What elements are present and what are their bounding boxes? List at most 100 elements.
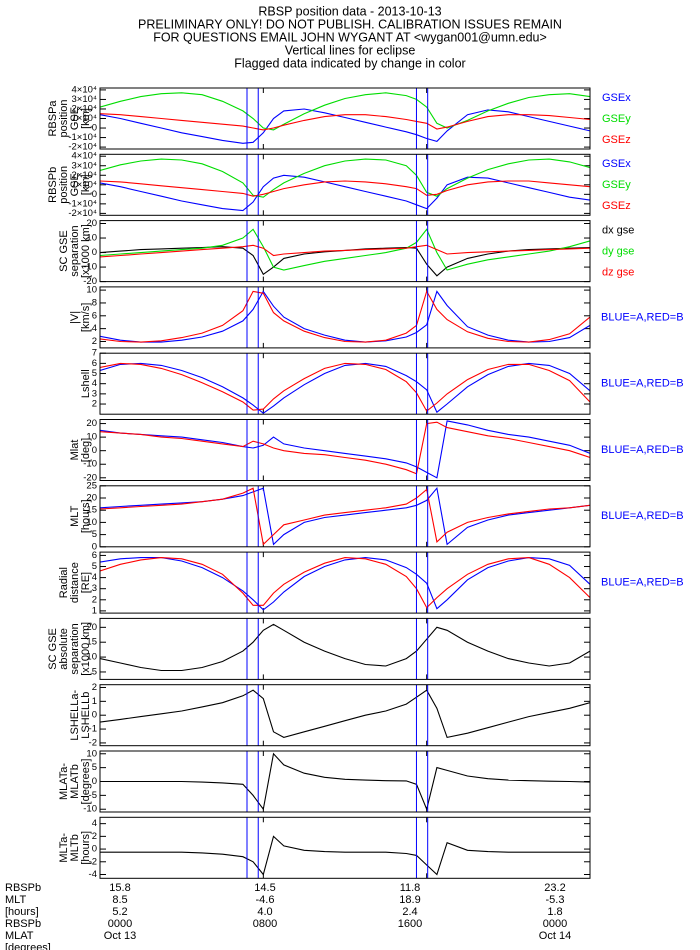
y-tick-label: -4 bbox=[89, 869, 97, 880]
legend-label: dz gse bbox=[602, 267, 634, 279]
footer-value: 11.8 bbox=[400, 882, 421, 894]
legend-label: dy gse bbox=[602, 246, 634, 258]
panel: LSHELLa- LSHELLb-2 -1 0 1 2 bbox=[69, 682, 591, 748]
plot-area bbox=[100, 689, 590, 739]
data-line bbox=[100, 362, 590, 412]
y-tick-label: 4 bbox=[92, 323, 97, 334]
footer-value: -5.3 bbox=[546, 894, 565, 906]
y-tick-label: 6 bbox=[92, 550, 97, 561]
y-tick-label: 25 bbox=[86, 480, 97, 491]
y-axis-label: RBSPb bbox=[47, 167, 59, 203]
title-line: Flagged data indicated by change in colo… bbox=[234, 56, 465, 70]
legend-label: GSEx bbox=[602, 92, 631, 104]
y-axis-label: Mlat bbox=[69, 440, 81, 461]
data-line bbox=[100, 362, 590, 414]
legend-label: GSEz bbox=[602, 200, 631, 212]
y-tick-label: 10 bbox=[86, 748, 97, 759]
footer-value: 0000 bbox=[108, 918, 132, 930]
footer-value: 18.9 bbox=[399, 894, 420, 906]
y-tick-label: 2 bbox=[92, 831, 97, 842]
y-tick-label: 3×10⁴ bbox=[72, 160, 97, 171]
data-line bbox=[100, 689, 590, 739]
y-axis-label: |V| bbox=[69, 311, 81, 324]
y-axis-label: [RE] bbox=[80, 572, 92, 593]
data-line bbox=[100, 835, 590, 876]
y-tick-label: 2 bbox=[92, 399, 97, 410]
data-line bbox=[100, 113, 590, 131]
data-line bbox=[100, 421, 590, 475]
y-tick-label: 2 bbox=[92, 336, 97, 347]
y-tick-label: 6 bbox=[92, 358, 97, 369]
y-axis-label: LSHELLa- bbox=[69, 689, 81, 740]
legend-label: GSEy bbox=[602, 179, 631, 191]
data-line bbox=[100, 420, 590, 479]
legend-label: GSEx bbox=[602, 158, 631, 170]
panel-frame bbox=[99, 220, 591, 283]
data-line bbox=[100, 158, 590, 198]
y-axis-label: GSE bbox=[69, 173, 81, 196]
y-tick-label: 20 bbox=[86, 218, 97, 229]
y-tick-label: 2 bbox=[92, 682, 97, 693]
y-axis-label: position bbox=[58, 166, 70, 204]
y-axis-label: GSE bbox=[69, 107, 81, 130]
footer-label: MLAT bbox=[5, 930, 34, 942]
panel: RBSPb position GSE [km] -2×10⁴-1×10⁴01×10⁴2×… bbox=[47, 151, 631, 219]
data-line bbox=[100, 557, 590, 611]
y-axis-label: MLTa- bbox=[58, 833, 70, 863]
footer-value: 4.0 bbox=[257, 906, 272, 918]
y-axis-label: LSHELLb bbox=[80, 692, 92, 739]
legend-label: GSEz bbox=[602, 134, 631, 146]
y-tick-label: 2×10⁴ bbox=[72, 170, 97, 181]
y-tick-label: 3×10⁴ bbox=[72, 94, 97, 105]
y-tick-label: 4×10⁴ bbox=[72, 84, 97, 95]
panel: MLTa- MLTb [hours] -4 -20 2 4 bbox=[58, 816, 591, 880]
panel: Mlat [deg] -20 -10 0 10 20 BLUE=A,RED=B bbox=[69, 418, 684, 483]
panel-frame bbox=[99, 750, 591, 813]
y-axis-label: position bbox=[58, 100, 70, 138]
y-tick-label: 0 bbox=[92, 844, 97, 855]
y-tick-label: 2×10⁴ bbox=[72, 103, 97, 114]
panel-frame bbox=[99, 816, 591, 879]
y-axis-label: SC GSE bbox=[47, 628, 59, 670]
y-tick-label: 15 bbox=[86, 637, 97, 648]
footer-value: 5.2 bbox=[112, 906, 127, 918]
y-tick-label: 0 bbox=[92, 776, 97, 787]
legend-label: GSEy bbox=[602, 113, 631, 125]
data-line bbox=[100, 752, 590, 811]
y-axis-label: MLATa- bbox=[58, 763, 70, 800]
y-tick-label: -2×10⁴ bbox=[68, 142, 97, 153]
plot-area bbox=[100, 158, 590, 212]
y-tick-label: -1 bbox=[89, 724, 97, 735]
y-tick-label: 5 bbox=[92, 368, 97, 379]
data-line bbox=[100, 174, 590, 212]
footer-label: [hours] bbox=[5, 906, 39, 918]
y-axis-label: absolute bbox=[58, 628, 70, 670]
y-tick-label: 7 bbox=[92, 348, 97, 359]
y-tick-label: 20 bbox=[86, 622, 97, 633]
annotation: BLUE=A,RED=B bbox=[601, 444, 684, 456]
footer-label: [degrees] bbox=[5, 942, 51, 950]
footer-value: 14.5 bbox=[254, 882, 275, 894]
y-tick-label: 4 bbox=[92, 818, 97, 829]
annotation: BLUE=A,RED=B bbox=[601, 378, 684, 390]
panel: |V| [km/s]2 4 6 810 BLUE=A,RED=B bbox=[69, 285, 684, 349]
y-tick-label: 20 bbox=[86, 418, 97, 429]
y-tick-label: -1×10⁴ bbox=[68, 198, 97, 209]
plot-area bbox=[100, 623, 590, 672]
plot-area bbox=[100, 835, 590, 876]
plot-area bbox=[100, 290, 590, 343]
y-axis-label: [km] bbox=[80, 174, 92, 195]
y-tick-label: -2×10⁴ bbox=[68, 208, 97, 219]
footer-value: 8.5 bbox=[112, 894, 127, 906]
y-tick-label: 0 bbox=[92, 710, 97, 721]
y-tick-label: 5 bbox=[92, 529, 97, 540]
annotation: BLUE=A,RED=B bbox=[601, 577, 684, 589]
panel-frame bbox=[99, 617, 591, 680]
y-tick-label: 3 bbox=[92, 388, 97, 399]
footer-label: RBSPb bbox=[5, 882, 41, 894]
y-axis-label: [hours] bbox=[80, 831, 92, 865]
data-line bbox=[100, 244, 590, 258]
y-axis-label: separation bbox=[69, 623, 81, 674]
y-axis-label: RBSPa bbox=[47, 100, 59, 137]
